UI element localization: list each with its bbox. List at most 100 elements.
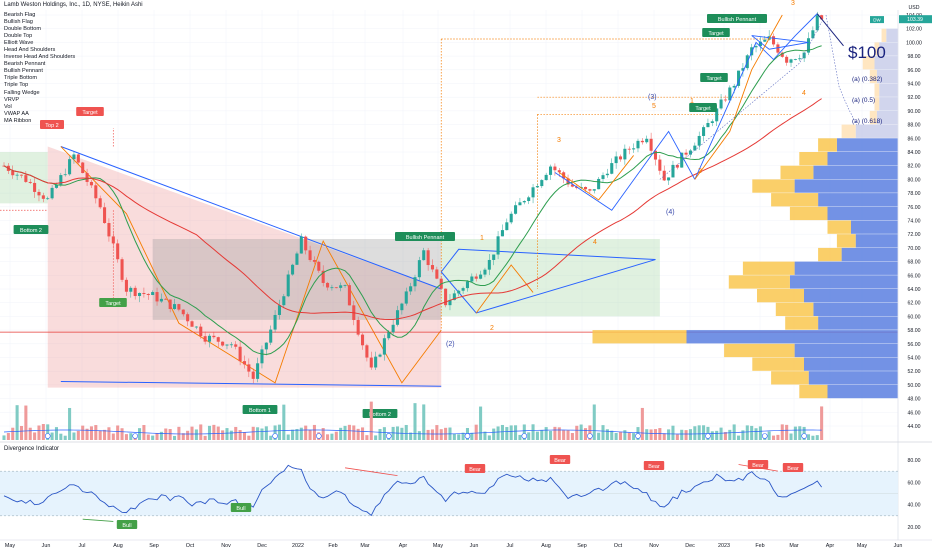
candle	[505, 222, 509, 231]
candle	[653, 150, 658, 160]
bear-badge-bg	[747, 460, 769, 469]
price-axis-tick: 86.00	[908, 136, 921, 142]
top-2-label: Top 2	[45, 123, 58, 129]
candle	[124, 279, 128, 292]
volume-bar	[583, 428, 588, 440]
price-axis-tick: 90.00	[908, 109, 921, 115]
candle	[522, 201, 526, 203]
volume-bar	[549, 430, 553, 440]
indicator-item[interactable]: Bearish Pennant	[4, 61, 46, 68]
candle	[693, 145, 697, 151]
bear-div-line	[344, 467, 398, 477]
price-axis-tick: 94.00	[908, 82, 921, 88]
candle	[763, 39, 767, 42]
time-axis-tick: Oct	[186, 543, 195, 549]
volume-bar	[347, 424, 351, 440]
candle	[116, 243, 120, 260]
indicator-item[interactable]: Head And Shoulders	[4, 47, 56, 54]
indicator-item[interactable]: VWAP AA	[4, 110, 29, 117]
price-axis-tick: 74.00	[908, 219, 921, 225]
indicator-item[interactable]: Elliott Wave	[4, 40, 34, 47]
candle	[334, 287, 338, 289]
indicator-item[interactable]: Triple Bottom	[4, 75, 38, 82]
indicator-item[interactable]: Vol	[4, 103, 12, 110]
volume-bar	[2, 435, 6, 440]
volume-bar	[15, 405, 19, 440]
candle	[59, 175, 63, 185]
candle	[430, 265, 435, 270]
time-axis-tick: Jun	[42, 543, 51, 549]
candle	[251, 371, 255, 379]
indicator-item[interactable]: Bullish Pennant	[4, 68, 43, 75]
candle	[719, 99, 723, 109]
volume-bar	[256, 427, 260, 440]
time-axis-tick: Feb	[755, 543, 764, 549]
price-axis-tick: 62.00	[908, 301, 921, 307]
volume-bar	[422, 404, 426, 440]
candle	[592, 189, 596, 191]
candle	[776, 44, 780, 53]
indicator-item[interactable]: VRVP	[4, 96, 20, 103]
bear-badge-bg	[643, 461, 665, 470]
price-axis-tick: 66.00	[908, 273, 921, 279]
volume-bar	[24, 405, 28, 440]
candle	[321, 270, 325, 283]
volume-bar	[207, 425, 212, 440]
volume-bar	[155, 432, 159, 440]
price-axis-tick: 52.00	[908, 369, 921, 375]
candle	[570, 184, 574, 187]
indicator-item[interactable]: Double Top	[4, 33, 33, 40]
target-label-right-3: Target	[695, 106, 711, 112]
candle	[111, 236, 115, 244]
indicator-item[interactable]: Bullish Flag	[4, 19, 33, 26]
volume-bar	[339, 427, 343, 440]
candle	[365, 345, 369, 358]
candle	[509, 213, 513, 223]
volume-bar	[750, 425, 754, 440]
indicator-item[interactable]: Bearish Flag	[4, 12, 36, 18]
candle	[728, 87, 732, 101]
volume-bar	[361, 427, 365, 440]
rsi-axis-tick: 40.00	[908, 503, 921, 509]
volume-bar	[658, 428, 662, 440]
volume-bar	[623, 430, 627, 440]
target-label-right-3-bg	[689, 103, 717, 112]
candle	[269, 329, 273, 343]
target-label-right-2-bg	[700, 73, 728, 82]
wave-3-label: (3)	[648, 94, 657, 101]
bullish-pennant-label: Bullish Pennant	[406, 235, 445, 241]
candle	[168, 299, 172, 309]
candle	[203, 336, 207, 342]
indicator-item[interactable]: Triple Top	[4, 82, 29, 89]
volume-bar	[702, 425, 706, 440]
indicator-item[interactable]: Inverse Head And Shoulders	[4, 54, 76, 61]
candle	[238, 346, 242, 362]
volume-profile-bar	[827, 384, 898, 399]
candle	[658, 159, 662, 171]
wave-number-label: 4	[802, 90, 806, 97]
volume-bar	[151, 435, 155, 440]
candle	[461, 288, 465, 291]
candle	[28, 181, 32, 183]
projection-dotted	[659, 21, 822, 180]
volume-bar	[269, 435, 273, 440]
volume-bar	[242, 432, 247, 440]
volume-bar	[579, 424, 583, 440]
candle	[72, 154, 76, 160]
candle	[374, 356, 378, 368]
bottom-2-label: Bottom 2	[369, 412, 391, 418]
volume-bar	[675, 434, 679, 440]
volume-bar	[514, 425, 518, 440]
candle	[645, 138, 649, 143]
indicator-item[interactable]: Falling Wedge	[4, 89, 40, 96]
candle	[11, 170, 15, 176]
volume-bar	[527, 432, 531, 440]
volume-bar	[426, 429, 430, 440]
volume-bar	[479, 406, 483, 440]
indicator-item[interactable]: Double Bottom	[4, 26, 42, 33]
candle	[207, 335, 212, 342]
bull-badge: Bull	[122, 523, 131, 529]
volume-bar	[588, 425, 592, 440]
indicator-item[interactable]: MA Ribbon	[4, 117, 32, 124]
